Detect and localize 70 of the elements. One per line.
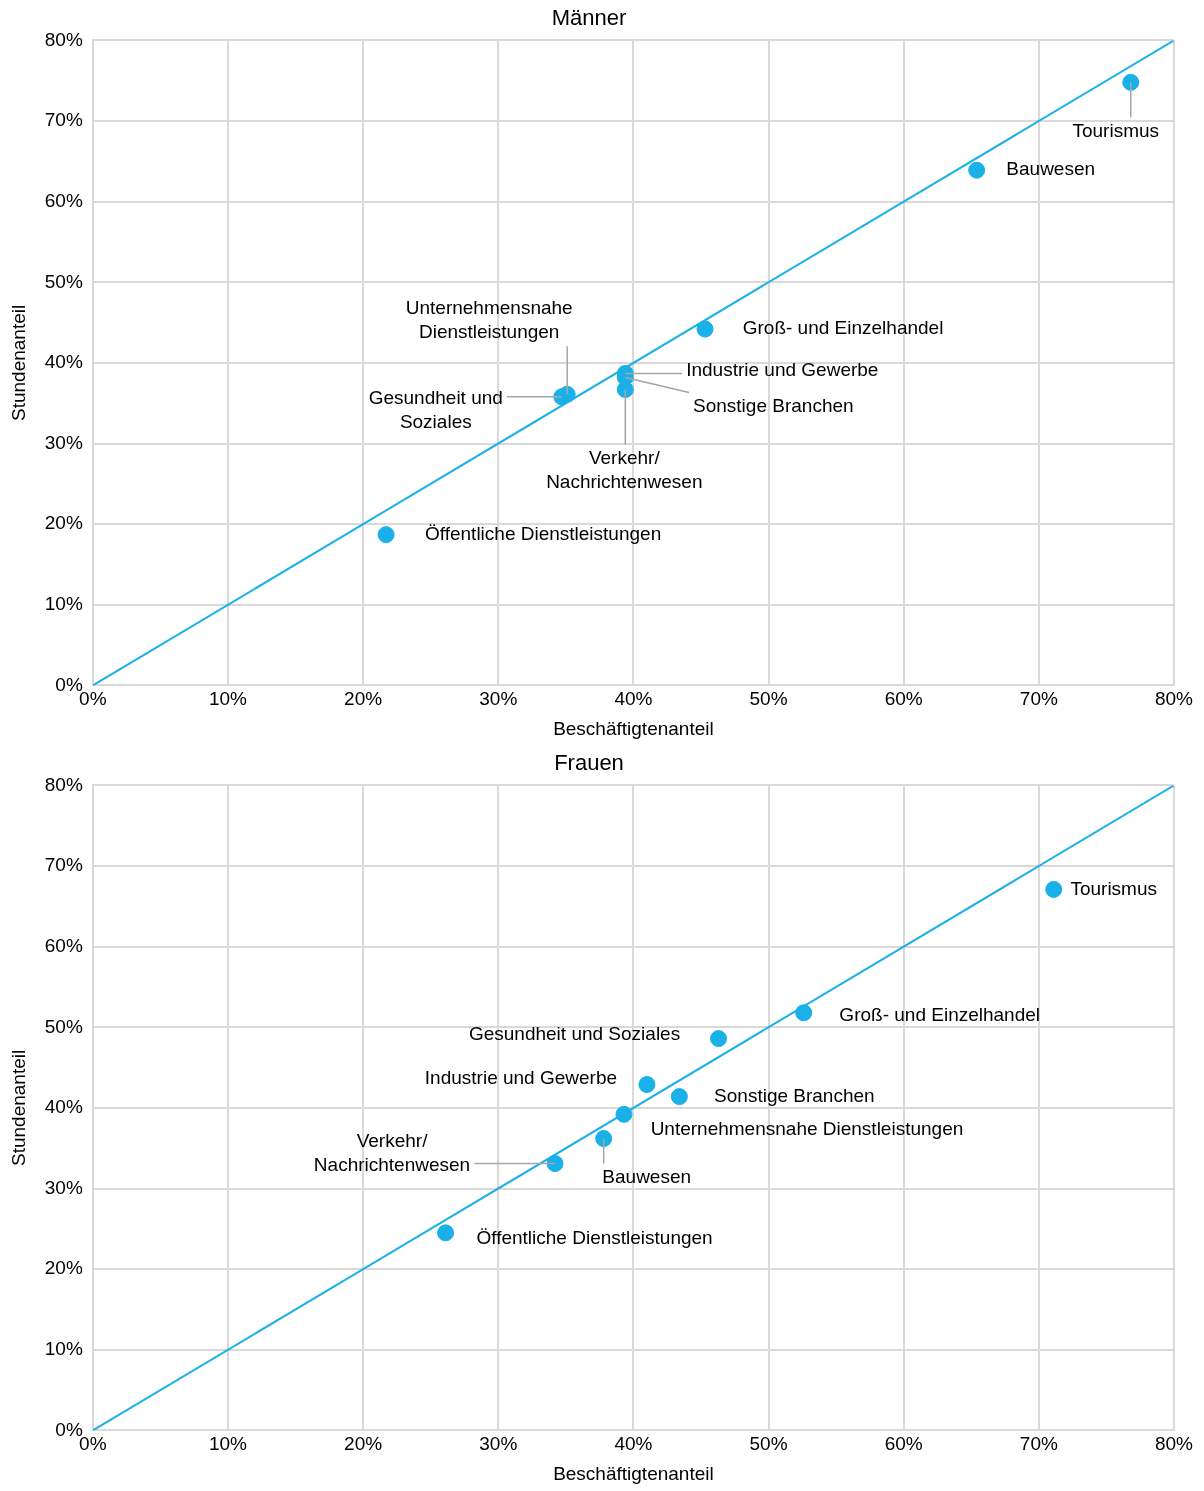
x-tick-label: 20% [344,1433,383,1455]
x-tick-label: 10% [208,688,248,710]
y-tick-label: 20% [44,512,83,534]
annotation: Sonstige Branchen [693,394,854,416]
point [546,1155,564,1173]
x-tick-label: 50% [749,1433,788,1455]
x-tick-label: 40% [614,688,653,710]
point [437,1224,455,1242]
annotation: Groß- und Einzelhandel [839,1004,1041,1025]
x-tick-label: 50% [749,688,788,710]
x-tick-label: 80% [1154,688,1194,710]
x-tick-label: 10% [208,1433,248,1455]
annotation: Öffentliche Dienstleistungen [476,1227,713,1249]
point [696,320,714,338]
annotation: Unternehmensnahe Dienstleistungen [650,1117,964,1139]
y-tick-label: 60% [44,934,83,956]
y-tick-label: 70% [44,109,83,131]
y-axis-title: Stundenanteil [7,304,29,422]
point [615,1105,633,1123]
x-tick-label: 80% [1154,1433,1194,1455]
annotation: Sonstige Branchen [714,1084,875,1106]
y-tick-label: 50% [44,270,83,292]
annotation: Tourismus [1070,877,1158,899]
y-tick-label: 80% [44,28,83,50]
point [1045,880,1063,898]
y-tick-label: 10% [44,1338,83,1360]
y-tick-label: 30% [44,431,83,453]
y-tick-label: 40% [44,351,83,373]
x-tick-label: 70% [1019,1433,1058,1455]
x-axis-title: Beschäftigtenanteil [553,1462,714,1484]
point [638,1076,656,1094]
y-tick-label: 80% [44,773,83,795]
annotation: Industrie und Gewerbe [686,358,879,380]
chart-title: Frauen [554,750,624,776]
y-tick-label: 60% [44,189,83,211]
point [968,161,986,179]
annotation: Verkehr/ Nachrichtenwesen [313,1129,471,1175]
point [616,381,634,399]
point [377,526,395,544]
annotation: Öffentliche Dienstleistungen [424,522,662,544]
y-axis-title: Stundenanteil [7,1049,29,1167]
point [670,1088,688,1106]
annotation: Gesundheit und Soziales [368,387,503,432]
x-tick-label: 70% [1019,688,1058,710]
point [595,1130,613,1148]
y-tick-label: 70% [44,854,83,876]
annotation: Gesundheit und Soziales [468,1022,681,1044]
x-tick-label: 20% [344,688,383,710]
x-axis-title: Beschäftigtenanteil [553,717,714,739]
point [1122,73,1140,91]
x-tick-label: 40% [614,1433,653,1455]
y-tick-label: 50% [44,1015,83,1037]
annotation: Industrie und Gewerbe [424,1066,618,1088]
y-tick-label: 30% [44,1176,83,1198]
y-tick-label: 40% [44,1096,83,1118]
annotation: Verkehr/ Nachrichtenwesen [546,446,703,492]
y-tick-label: 10% [44,593,83,615]
annotation: Bauwesen [1006,158,1096,180]
x-tick-label: 30% [479,688,518,710]
y-tick-label: 20% [44,1257,83,1279]
annotation: Tourismus [1072,119,1160,141]
x-tick-label: 60% [884,1433,923,1455]
annotation: Unternehmensnahe Dienstleistungen [405,296,573,342]
annotation: Bauwesen [602,1165,692,1187]
point [795,1004,813,1022]
point [710,1030,728,1048]
x-tick-label: 60% [884,688,923,710]
annotation: Groß- und Einzelhandel [742,317,944,339]
chart-title: Männer [551,5,627,31]
x-tick-label: 30% [479,1433,518,1455]
